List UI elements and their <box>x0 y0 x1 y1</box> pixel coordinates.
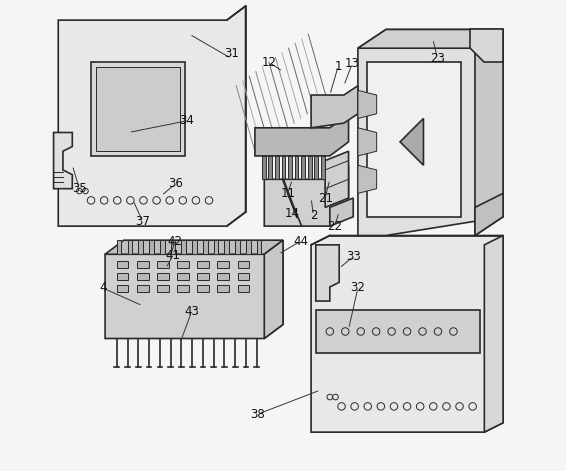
Polygon shape <box>330 198 353 226</box>
Polygon shape <box>321 156 325 179</box>
Polygon shape <box>255 114 349 156</box>
Text: 43: 43 <box>185 305 199 318</box>
Bar <box>137 284 149 292</box>
Polygon shape <box>358 30 503 48</box>
Polygon shape <box>257 240 261 254</box>
Polygon shape <box>314 156 318 179</box>
Bar <box>137 273 149 280</box>
Polygon shape <box>358 90 376 118</box>
Text: 13: 13 <box>345 57 360 70</box>
Bar <box>157 261 169 268</box>
Bar <box>157 284 169 292</box>
Text: 33: 33 <box>346 250 361 263</box>
Text: 14: 14 <box>285 206 300 219</box>
Polygon shape <box>400 118 423 165</box>
Polygon shape <box>105 240 283 339</box>
Polygon shape <box>268 156 272 179</box>
Polygon shape <box>160 240 165 254</box>
Polygon shape <box>311 236 503 432</box>
Bar <box>117 284 128 292</box>
Bar <box>198 284 209 292</box>
Polygon shape <box>138 240 143 254</box>
Bar <box>238 273 249 280</box>
Bar <box>367 62 461 217</box>
Polygon shape <box>264 165 349 226</box>
Polygon shape <box>127 240 132 254</box>
Text: 2: 2 <box>310 209 317 222</box>
Bar <box>198 261 209 268</box>
Polygon shape <box>275 156 279 179</box>
Bar <box>217 284 229 292</box>
Text: 23: 23 <box>430 52 445 65</box>
Polygon shape <box>484 236 503 432</box>
Polygon shape <box>225 240 229 254</box>
Polygon shape <box>301 156 305 179</box>
Text: 41: 41 <box>165 249 181 262</box>
Polygon shape <box>181 240 186 254</box>
Text: 4: 4 <box>99 282 106 294</box>
Text: 31: 31 <box>224 47 239 60</box>
Polygon shape <box>170 240 175 254</box>
Polygon shape <box>475 194 503 236</box>
Polygon shape <box>475 30 503 236</box>
Bar <box>198 273 209 280</box>
Polygon shape <box>470 30 503 62</box>
Polygon shape <box>295 156 298 179</box>
Text: 32: 32 <box>350 282 366 294</box>
Polygon shape <box>105 240 283 254</box>
Bar <box>177 273 189 280</box>
Polygon shape <box>58 6 246 226</box>
Bar <box>96 67 180 151</box>
Bar <box>238 261 249 268</box>
Bar <box>117 261 128 268</box>
Polygon shape <box>325 151 349 207</box>
Text: 11: 11 <box>280 187 295 200</box>
Polygon shape <box>311 86 358 128</box>
Polygon shape <box>54 132 72 189</box>
Text: 35: 35 <box>72 182 87 195</box>
Text: 44: 44 <box>293 235 308 248</box>
Bar <box>217 273 229 280</box>
Text: 42: 42 <box>168 235 183 248</box>
Polygon shape <box>264 240 283 339</box>
Polygon shape <box>358 165 376 194</box>
Text: 21: 21 <box>318 192 333 204</box>
Text: 1: 1 <box>335 59 342 73</box>
Text: 38: 38 <box>250 408 265 421</box>
Bar <box>238 284 249 292</box>
Polygon shape <box>235 240 240 254</box>
Polygon shape <box>282 156 285 179</box>
Polygon shape <box>358 128 376 156</box>
Polygon shape <box>192 240 197 254</box>
Polygon shape <box>117 240 122 254</box>
Bar <box>157 273 169 280</box>
Polygon shape <box>308 156 311 179</box>
Bar <box>137 261 149 268</box>
Bar <box>91 62 185 156</box>
Polygon shape <box>246 240 251 254</box>
Text: 36: 36 <box>168 178 183 190</box>
Polygon shape <box>149 240 154 254</box>
Polygon shape <box>288 156 292 179</box>
Bar <box>177 261 189 268</box>
Polygon shape <box>358 30 503 236</box>
Bar <box>177 284 189 292</box>
Polygon shape <box>316 245 339 301</box>
Polygon shape <box>316 310 479 353</box>
Text: 12: 12 <box>261 56 276 69</box>
Polygon shape <box>203 240 208 254</box>
Polygon shape <box>214 240 218 254</box>
Text: 22: 22 <box>327 219 342 233</box>
Bar <box>217 261 229 268</box>
Text: 37: 37 <box>135 215 150 228</box>
Bar <box>117 273 128 280</box>
Polygon shape <box>262 156 265 179</box>
Text: 34: 34 <box>179 114 195 127</box>
